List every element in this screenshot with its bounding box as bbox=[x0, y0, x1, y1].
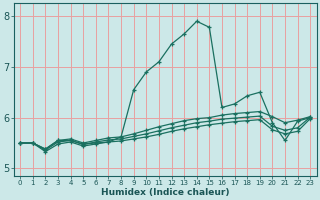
X-axis label: Humidex (Indice chaleur): Humidex (Indice chaleur) bbox=[101, 188, 229, 197]
